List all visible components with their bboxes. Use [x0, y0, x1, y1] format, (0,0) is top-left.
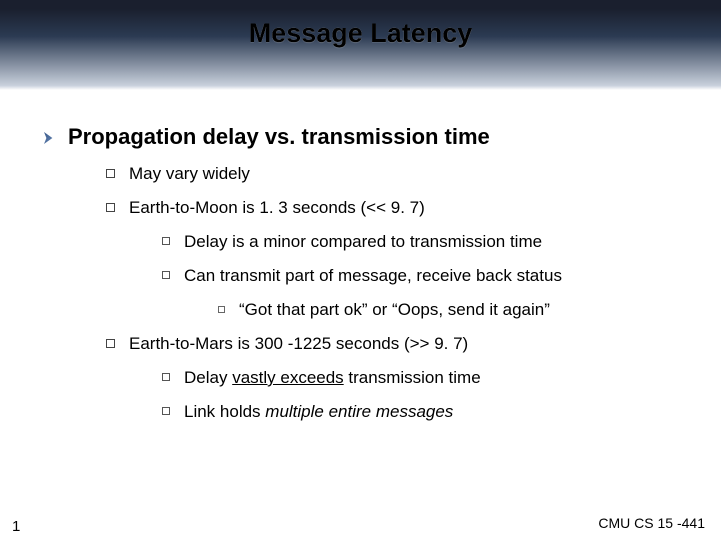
square-bullet-icon: [162, 237, 170, 245]
text-plain: Link holds: [184, 402, 265, 421]
list-item-text: Delay vastly exceeds transmission time: [184, 368, 481, 388]
list-item: Delay is a minor compared to transmissio…: [162, 232, 691, 252]
list-item-text: Delay is a minor compared to transmissio…: [184, 232, 542, 252]
list-item-text: “Got that part ok” or “Oops, send it aga…: [239, 300, 550, 320]
text-underline: vastly exceeds: [232, 368, 344, 387]
list-item: Earth-to-Moon is 1. 3 seconds (<< 9. 7): [106, 198, 691, 218]
square-bullet-icon: [218, 306, 225, 313]
text-italic: multiple entire messages: [265, 402, 453, 421]
arrow-bullet-icon: [44, 132, 56, 144]
square-bullet-icon: [106, 169, 115, 178]
list-item: “Got that part ok” or “Oops, send it aga…: [218, 300, 691, 320]
list-item-text: May vary widely: [129, 164, 250, 184]
square-bullet-icon: [162, 271, 170, 279]
heading-row: Propagation delay vs. transmission time: [44, 124, 691, 150]
square-bullet-icon: [106, 203, 115, 212]
list-item: Delay vastly exceeds transmission time: [162, 368, 691, 388]
slide-body: Propagation delay vs. transmission time …: [0, 90, 721, 422]
list-item-text: Earth-to-Mars is 300 -1225 seconds (>> 9…: [129, 334, 468, 354]
slide-number: 1: [12, 518, 20, 535]
list-item: May vary widely: [106, 164, 691, 184]
list-item: Earth-to-Mars is 300 -1225 seconds (>> 9…: [106, 334, 691, 354]
slide-title: Message Latency: [249, 18, 473, 49]
square-bullet-icon: [162, 407, 170, 415]
title-band: Message Latency: [0, 0, 721, 90]
list-item-text: Link holds multiple entire messages: [184, 402, 453, 422]
list-item-text: Can transmit part of message, receive ba…: [184, 266, 562, 286]
list-item: Link holds multiple entire messages: [162, 402, 691, 422]
heading-text: Propagation delay vs. transmission time: [68, 124, 490, 150]
list-item: Can transmit part of message, receive ba…: [162, 266, 691, 286]
square-bullet-icon: [106, 339, 115, 348]
text-plain: Delay: [184, 368, 232, 387]
square-bullet-icon: [162, 373, 170, 381]
footer-course-label: CMU CS 15 -441: [598, 515, 705, 531]
text-plain: transmission time: [344, 368, 481, 387]
list-item-text: Earth-to-Moon is 1. 3 seconds (<< 9. 7): [129, 198, 425, 218]
slide-root: Message Latency Propagation delay vs. tr…: [0, 0, 721, 541]
